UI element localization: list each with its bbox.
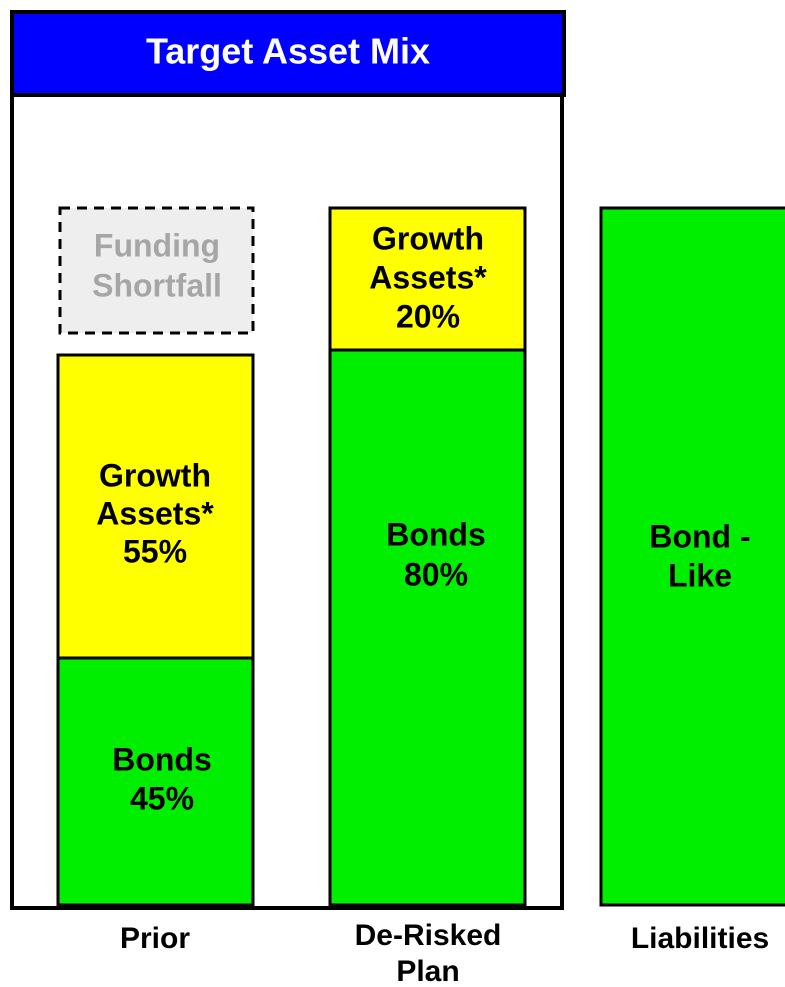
segment-label: Like [668,557,732,593]
growth-segment [328,206,527,352]
segment-label: Assets* [369,259,487,295]
bonds-segment [56,656,255,907]
shortfall-box [58,206,255,335]
title-bar [10,10,566,97]
liabilities-segment [599,206,785,907]
segment-label: Assets* [96,495,214,531]
segment-label: 45% [130,780,194,816]
segment-label: Growth [372,220,484,256]
bonds-segment [328,348,527,907]
segment-label: Bonds [112,741,212,777]
segment-label: 80% [404,556,468,592]
segment-label: 20% [396,298,460,334]
column-label: Liabilities [631,922,769,955]
growth-segment [56,353,255,660]
segment-label: 55% [123,533,187,569]
segment-label: Bond - [649,518,750,554]
segment-label: Bonds [386,516,486,552]
column-label: De-Risked [355,919,502,952]
column-label: Prior [120,922,190,955]
title: Target Asset Mix [146,31,430,72]
segment-label: Funding [94,227,220,263]
column-label: Plan [396,955,459,987]
segment-label: Shortfall [92,267,222,303]
segment-label: Growth [99,457,211,493]
